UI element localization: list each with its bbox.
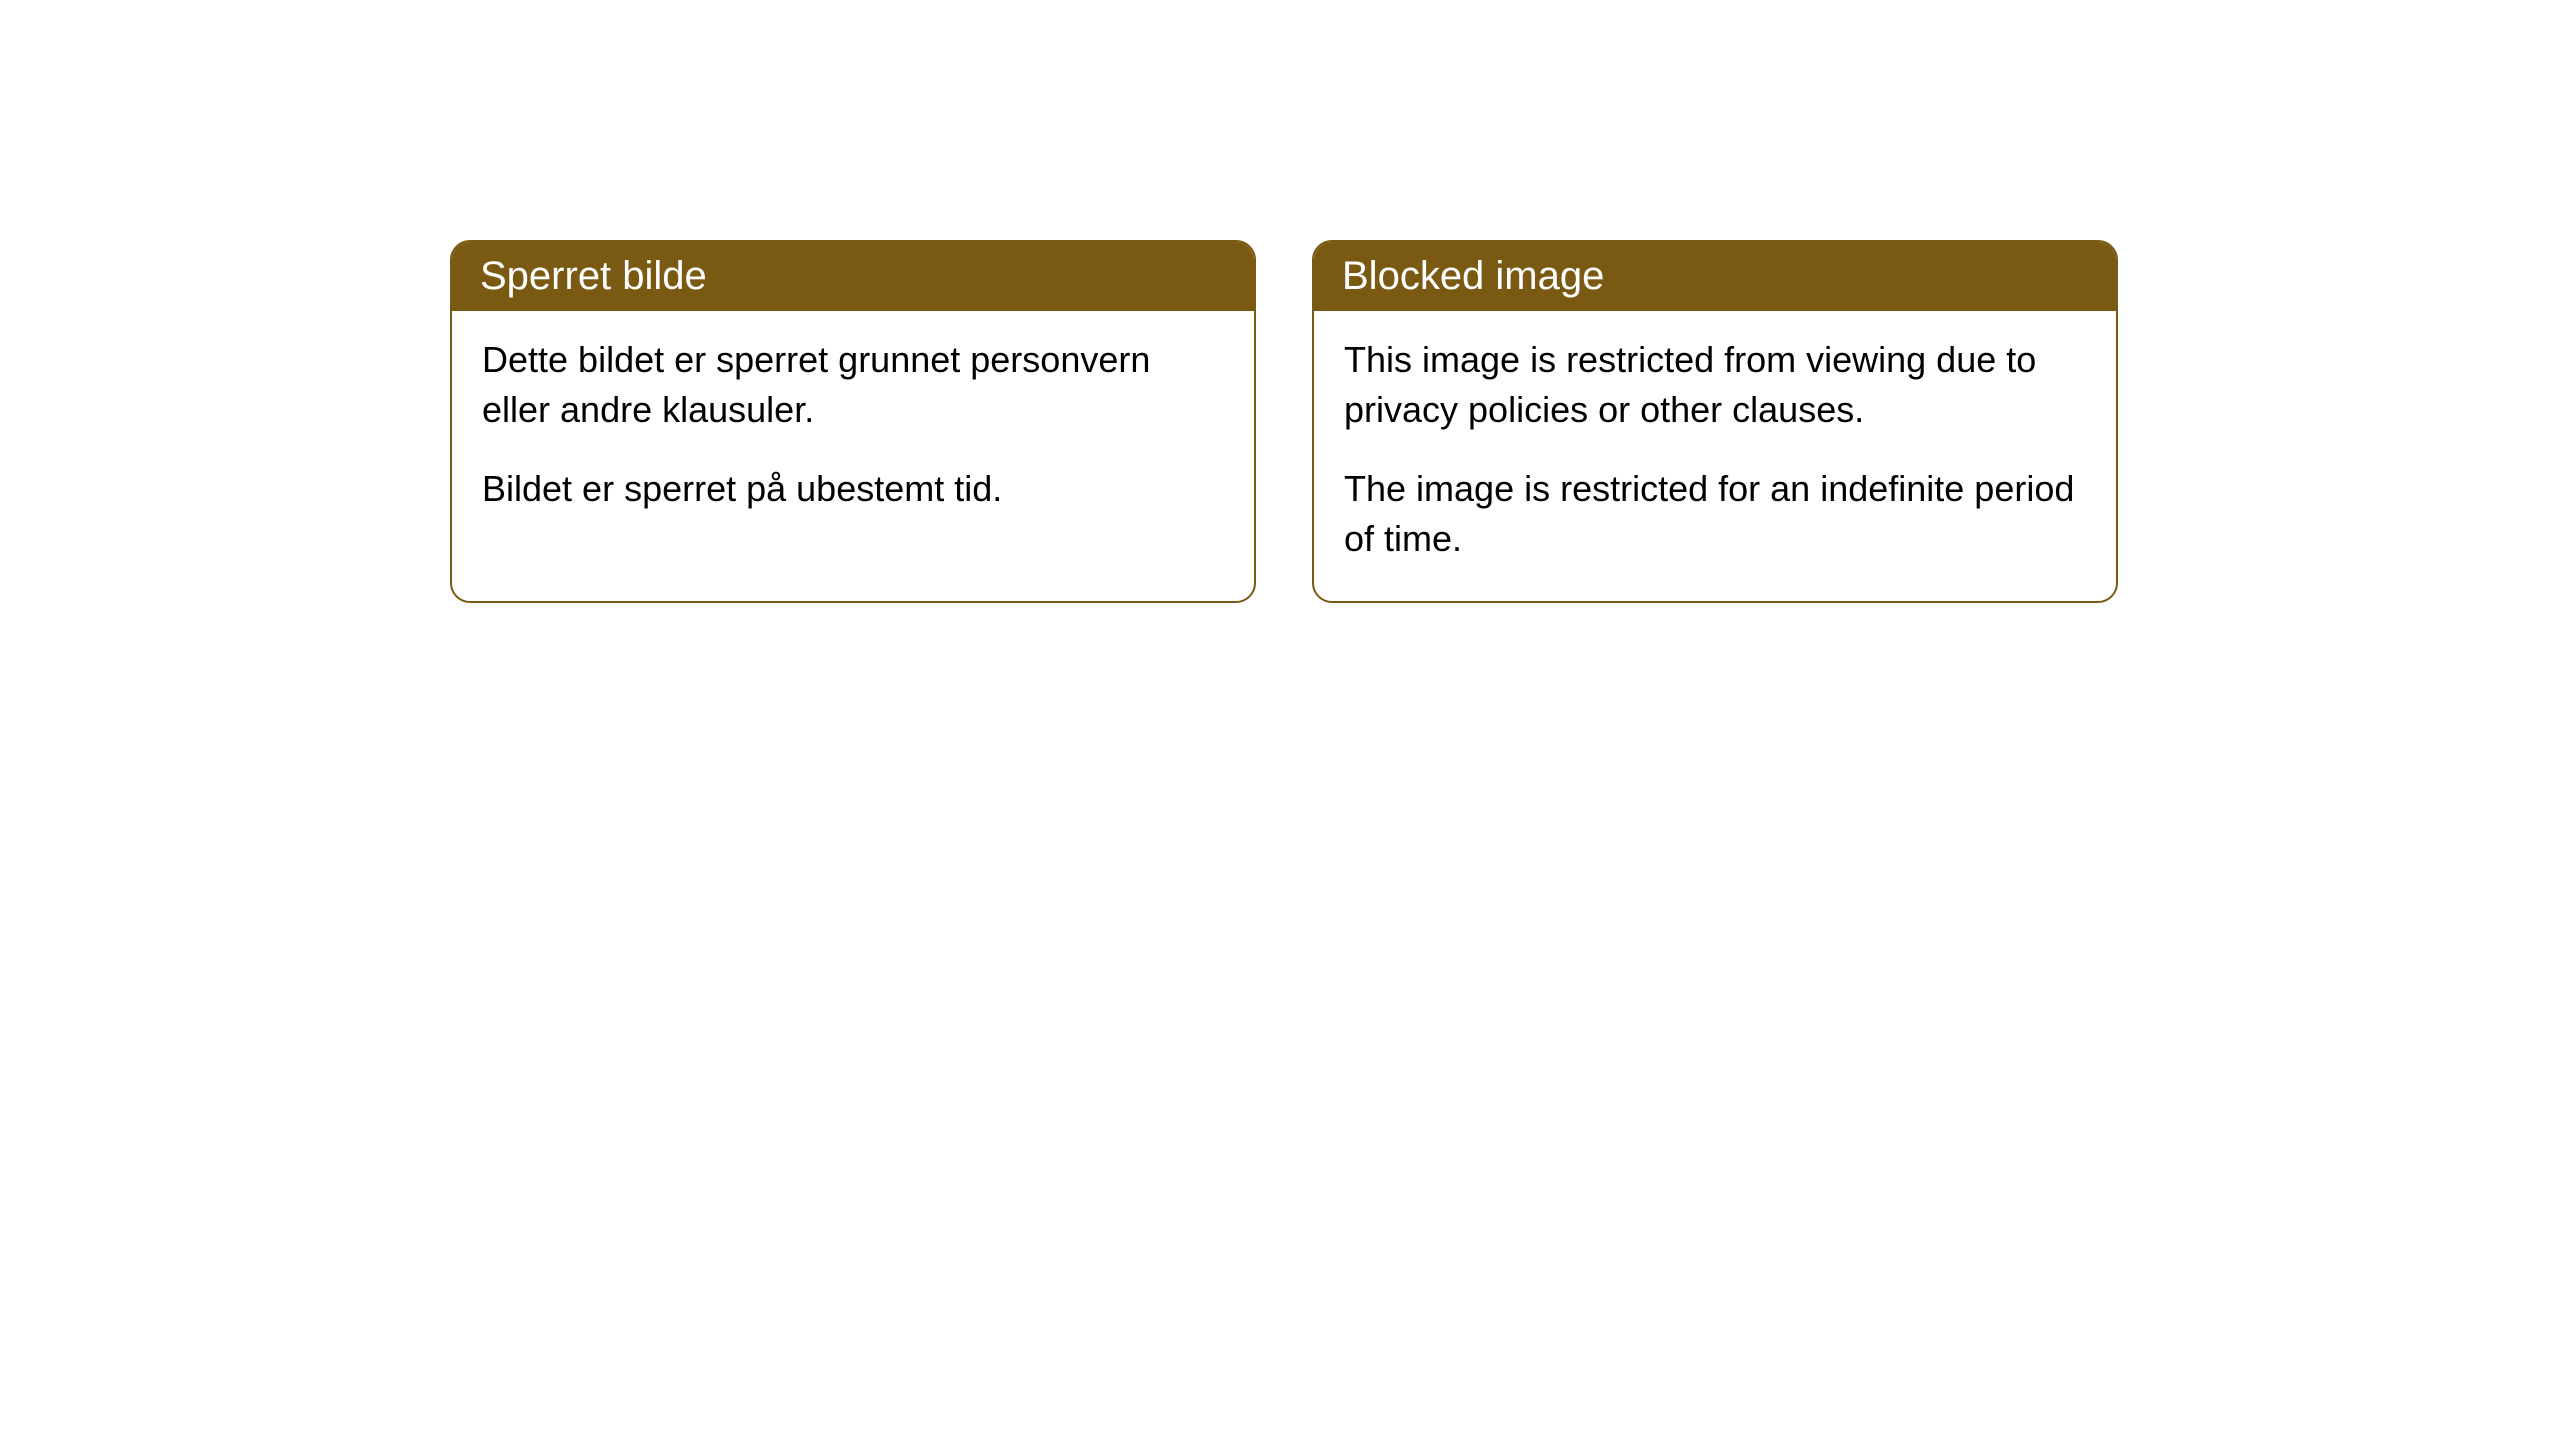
card-paragraph: Dette bildet er sperret grunnet personve… (482, 335, 1224, 436)
notice-card-norwegian: Sperret bilde Dette bildet er sperret gr… (450, 240, 1256, 603)
card-title: Blocked image (1342, 254, 1604, 298)
notice-cards-container: Sperret bilde Dette bildet er sperret gr… (450, 240, 2560, 603)
card-body: Dette bildet er sperret grunnet personve… (452, 311, 1254, 550)
card-header: Blocked image (1314, 242, 2116, 311)
card-header: Sperret bilde (452, 242, 1254, 311)
notice-card-english: Blocked image This image is restricted f… (1312, 240, 2118, 603)
card-paragraph: The image is restricted for an indefinit… (1344, 464, 2086, 565)
card-body: This image is restricted from viewing du… (1314, 311, 2116, 601)
card-title: Sperret bilde (480, 254, 707, 298)
card-paragraph: This image is restricted from viewing du… (1344, 335, 2086, 436)
card-paragraph: Bildet er sperret på ubestemt tid. (482, 464, 1224, 514)
